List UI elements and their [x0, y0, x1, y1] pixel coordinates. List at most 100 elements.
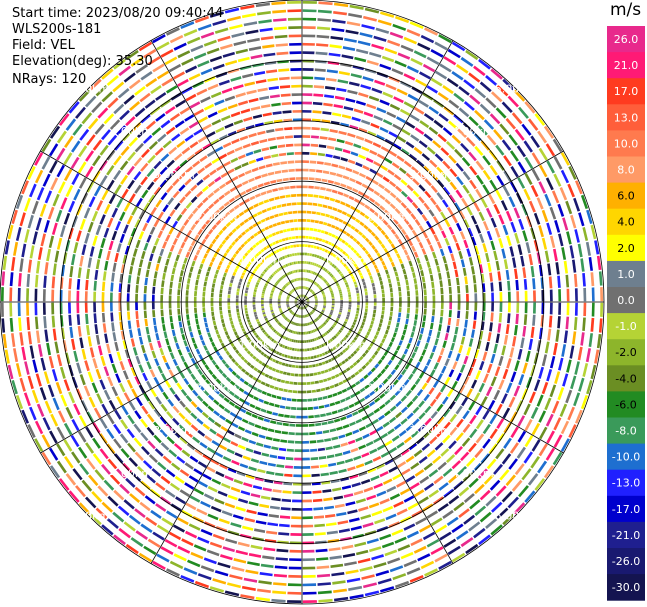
range-gate	[213, 325, 218, 330]
range-gate	[371, 260, 376, 266]
range-gate	[253, 268, 258, 272]
range-gate	[78, 177, 87, 189]
range-gate	[68, 490, 80, 503]
range-gate	[390, 355, 396, 361]
range-gate	[290, 533, 302, 536]
range-gate	[312, 338, 315, 342]
colorbar-tick-label: -17.0	[612, 503, 640, 516]
range-gate	[360, 84, 372, 90]
range-gate	[360, 341, 365, 346]
range-gate	[369, 168, 377, 175]
range-gate	[291, 321, 294, 325]
range-gate	[351, 275, 355, 280]
range-gate	[380, 586, 395, 593]
range-gate	[299, 306, 301, 310]
range-gate	[509, 442, 519, 454]
range-gate	[278, 306, 282, 309]
range-gate	[374, 201, 381, 207]
range-gate	[418, 456, 428, 464]
range-gate	[259, 261, 263, 265]
range-gate	[345, 569, 359, 575]
range-gate	[177, 289, 181, 296]
range-gate	[359, 377, 365, 383]
range-gate	[52, 263, 57, 276]
range-gate	[260, 563, 274, 568]
range-gate	[40, 233, 46, 247]
range-gate	[194, 285, 198, 291]
range-gate	[496, 85, 509, 97]
range-gate	[373, 407, 381, 414]
range-gate	[220, 280, 225, 286]
range-gate	[366, 268, 371, 273]
range-gate	[300, 294, 302, 298]
range-gate	[291, 236, 296, 240]
range-gate	[278, 212, 284, 217]
range-gate	[310, 219, 315, 223]
range-gate	[388, 256, 393, 263]
range-gate	[304, 286, 306, 290]
range-gate	[538, 181, 547, 194]
range-gate	[81, 348, 87, 360]
range-gate	[303, 277, 305, 281]
range-gate	[320, 312, 323, 316]
range-gate	[168, 449, 178, 458]
range-gate	[325, 386, 330, 391]
range-gate	[422, 231, 429, 239]
range-gate	[359, 397, 366, 403]
range-gate	[34, 274, 39, 288]
range-gate	[296, 305, 299, 307]
range-gate	[452, 261, 457, 270]
range-gate	[318, 314, 322, 318]
range-gate	[389, 203, 396, 210]
range-gate	[383, 350, 389, 357]
range-gate	[177, 282, 182, 289]
range-gate	[261, 426, 268, 431]
range-gate	[365, 295, 369, 299]
range-gate	[512, 257, 517, 268]
range-gate	[424, 178, 432, 187]
range-gate	[292, 288, 295, 292]
range-gate	[444, 218, 451, 228]
range-gate	[393, 350, 399, 356]
range-gate	[339, 327, 344, 331]
range-gate	[334, 373, 340, 378]
range-gate	[220, 43, 233, 50]
range-gate	[155, 333, 160, 341]
range-gate	[252, 355, 257, 360]
range-gate	[274, 170, 282, 175]
range-gate	[313, 281, 317, 285]
range-gate	[306, 299, 310, 301]
colorbar-swatch	[607, 443, 645, 471]
range-gate	[313, 406, 319, 410]
range-gate	[220, 342, 225, 348]
range-gate	[505, 382, 513, 394]
range-gate	[278, 152, 287, 157]
range-gate	[303, 294, 305, 298]
range-gate	[337, 520, 349, 525]
range-gate	[263, 257, 268, 261]
range-gate	[34, 420, 44, 435]
range-gate	[482, 438, 491, 449]
range-gate	[334, 345, 339, 349]
range-gate	[143, 294, 147, 302]
range-gate	[178, 412, 186, 420]
range-gate	[389, 31, 404, 39]
range-gate	[176, 456, 186, 464]
range-gate	[302, 382, 307, 385]
range-gate	[219, 463, 228, 470]
range-gate	[451, 380, 458, 390]
range-gate	[294, 278, 297, 282]
range-gate	[353, 319, 357, 323]
range-gate	[291, 253, 295, 257]
range-gate	[282, 371, 287, 375]
range-gate	[447, 48, 461, 59]
range-gate	[454, 148, 463, 158]
range-gate	[178, 172, 187, 180]
range-gate	[357, 558, 371, 564]
range-gate	[131, 206, 138, 216]
range-gate	[302, 252, 305, 256]
range-gate	[385, 83, 397, 91]
range-gate	[218, 229, 224, 236]
range-gate	[454, 446, 463, 456]
range-gate	[585, 241, 591, 256]
